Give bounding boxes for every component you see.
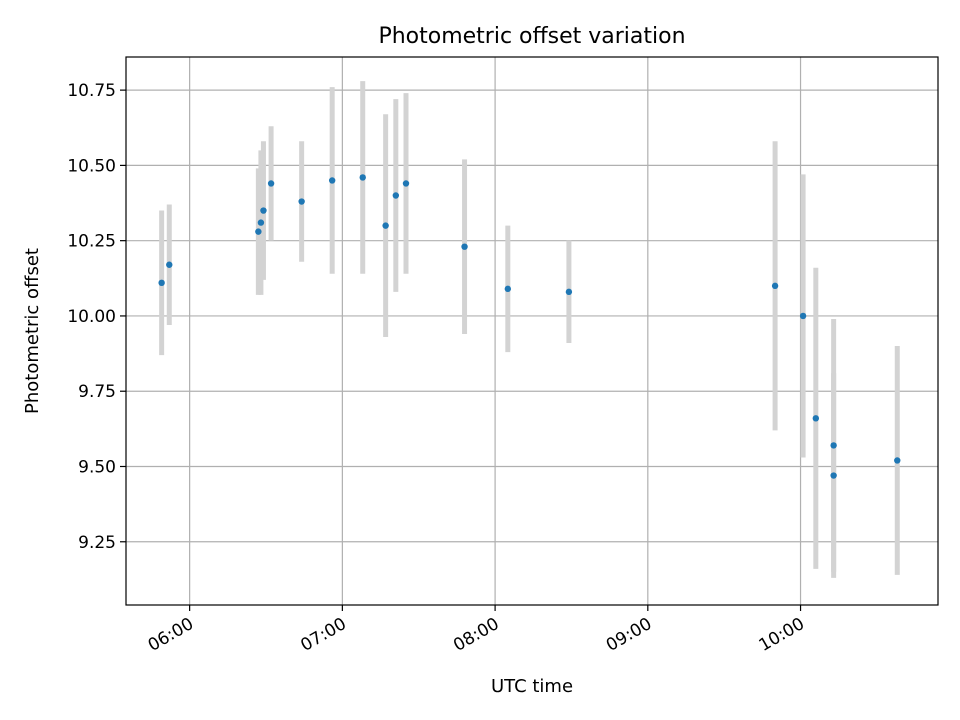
y-tick-label: 10.75: [67, 81, 116, 101]
data-point: [812, 415, 820, 422]
chart-title: Photometric offset variation: [378, 24, 685, 49]
data-point: [382, 222, 389, 229]
data-point: [565, 288, 573, 296]
data-point: [298, 198, 305, 205]
y-tick-label: 9.25: [78, 533, 116, 553]
data-point: [328, 177, 336, 184]
data-point: [392, 192, 400, 199]
data-point: [257, 219, 265, 226]
y-tick-label: 10.50: [67, 156, 116, 176]
plot-frame: [125, 56, 939, 606]
data-points: [158, 174, 901, 479]
data-point: [359, 174, 366, 181]
x-axis-label: UTC time: [491, 676, 573, 697]
data-point: [830, 472, 837, 479]
data-point: [402, 180, 410, 187]
data-point: [267, 180, 275, 187]
data-point: [799, 312, 807, 320]
y-axis: 9.25 9.50 9.75 10.00 10.25 10.50 10.75: [67, 81, 126, 553]
y-tick-label: 10.00: [67, 307, 116, 327]
data-point: [158, 279, 165, 287]
data-point: [461, 243, 468, 250]
data-point: [166, 261, 173, 268]
y-tick-label: 9.75: [78, 382, 116, 402]
data-point: [830, 442, 837, 449]
data-point: [255, 228, 262, 235]
data-point: [771, 282, 779, 290]
y-tick-label: 10.25: [67, 232, 116, 252]
data-point: [260, 207, 267, 214]
data-point: [894, 457, 901, 464]
y-axis-label: Photometric offset: [22, 248, 43, 414]
y-tick-label: 9.50: [78, 457, 116, 477]
data-point: [504, 285, 512, 293]
